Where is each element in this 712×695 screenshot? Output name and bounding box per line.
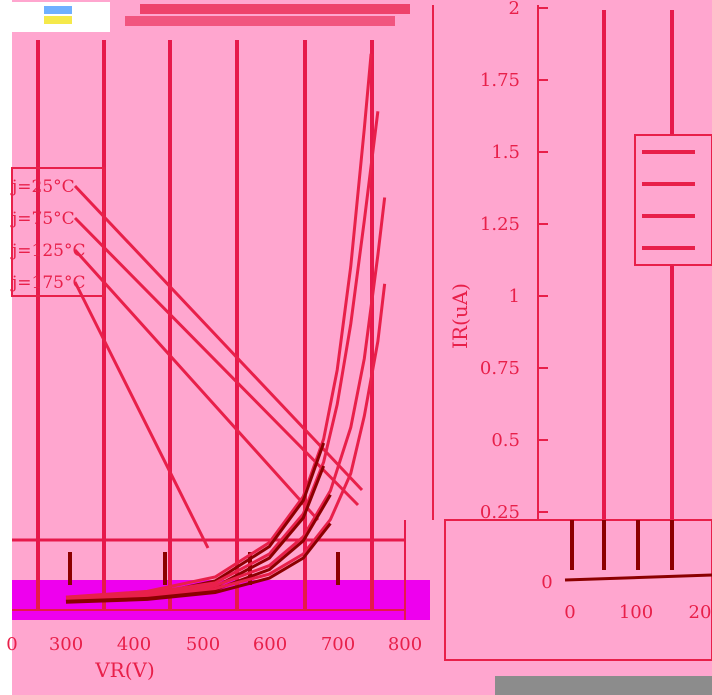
left-legend-box: [11, 167, 105, 297]
legend-label: j=125°C: [10, 241, 85, 261]
status-strip: [495, 676, 712, 695]
lower-right-series: [564, 573, 712, 582]
x-tick-label: 600: [253, 634, 287, 655]
legend-leader-line: [73, 184, 364, 492]
series-line: [65, 197, 387, 600]
left-chart-grid: [12, 40, 406, 620]
y-tick-label: 1.25: [480, 214, 520, 235]
x-tick-label: 0: [6, 634, 17, 655]
left-chart-legend: j=25°C j=75°C j=125°C j=175°C: [10, 177, 85, 293]
legend-label: j=25°C: [10, 177, 75, 197]
legend-leader-line: [73, 281, 210, 549]
legend-leader-line: [73, 248, 320, 522]
toolbar-noise-2: [125, 16, 395, 26]
y-tick-label: 2: [509, 0, 520, 19]
left-x-axis-label: VR(V): [94, 658, 155, 682]
x-tick-label: 400: [117, 634, 151, 655]
y-tick-label: 0.25: [480, 502, 520, 523]
y-tick-label: 1.5: [491, 142, 520, 163]
x-tick-label: 300: [49, 634, 83, 655]
series-line: [65, 283, 387, 600]
toolbar-icon-2: [44, 16, 72, 24]
top-toolbar-strip: [12, 2, 410, 32]
lower-right-frame: [444, 519, 712, 661]
legend-label: j=175°C: [10, 273, 85, 293]
x-tick-label: 700: [321, 634, 355, 655]
x-tick-label: 0: [564, 602, 575, 623]
y-tick-label: 0.75: [480, 358, 520, 379]
lower-right-panel: [444, 519, 712, 661]
left-chart-x-ticks: 0 300 400 500 600 700 800: [6, 634, 422, 655]
right-y-axis-label: IR(uA): [448, 283, 472, 349]
series-line-lower: [65, 522, 332, 604]
x-tick-label: 500: [186, 634, 220, 655]
left-chart-series: [65, 53, 387, 604]
legend-label: j=75°C: [10, 209, 75, 229]
right-chart-legend: [642, 150, 695, 250]
x-tick-label: 20: [689, 602, 712, 623]
y-tick-label: 0.5: [491, 430, 520, 451]
right-legend-box: [634, 134, 712, 266]
lower-right-zero-label: 0: [541, 572, 552, 593]
right-chart-x-ticks: 0 100 20: [564, 602, 711, 623]
legend-leader-line: [73, 216, 360, 507]
toolbar-noise-1: [140, 4, 410, 14]
x-tick-label: 800: [388, 634, 422, 655]
x-tick-label: 100: [619, 602, 653, 623]
y-tick-label: 1: [509, 286, 520, 307]
legend-leader-lines: [73, 184, 364, 549]
y-tick-label: 1.75: [480, 70, 520, 91]
right-chart-y-ticks: 0.25 0.5 0.75 1 1.25 1.5 1.75 2: [480, 0, 548, 523]
toolbar-icon: [44, 6, 72, 14]
